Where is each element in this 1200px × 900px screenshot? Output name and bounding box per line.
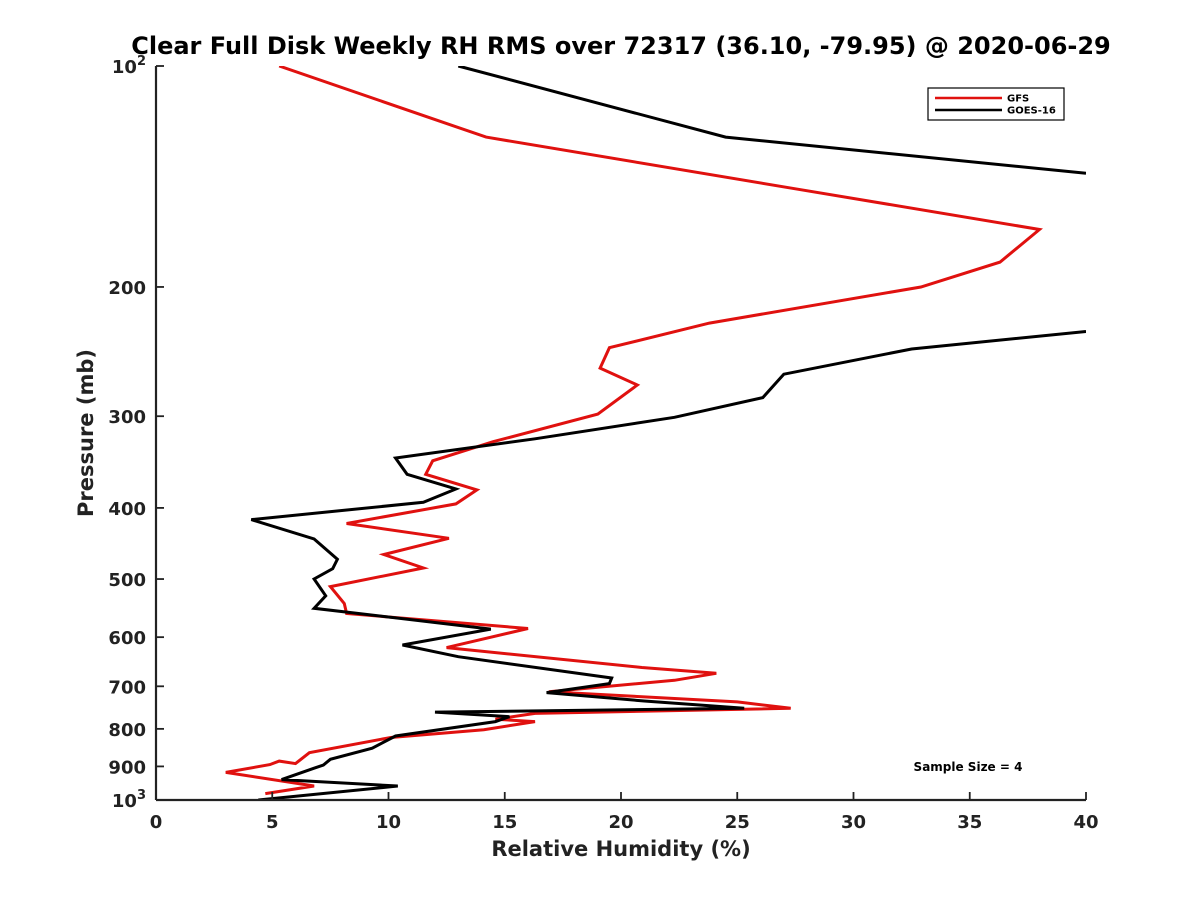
plot-area: 0 5 10 15 20 25 30 35 40 102 200 300 400 500 600 700 800…: [108, 54, 1098, 833]
chart-title: Clear Full Disk Weekly RH RMS over 72317…: [131, 32, 1111, 60]
y-tick-label: 102: [112, 54, 146, 78]
x-tick-label: 35: [957, 812, 982, 833]
y-tick-label: 800: [108, 720, 146, 741]
x-tick-label: 10: [376, 812, 401, 833]
x-tick-label: 25: [725, 812, 750, 833]
y-tick-label: 300: [108, 407, 146, 428]
x-tick-label: 0: [150, 812, 163, 833]
legend-label-gfs: GFS: [1007, 94, 1029, 105]
y-tick-label: 400: [108, 499, 146, 520]
x-tick-label: 20: [608, 812, 633, 833]
y-tick-label: 103: [112, 788, 146, 812]
x-tick-label: 15: [492, 812, 517, 833]
y-tick-label: 700: [108, 677, 146, 698]
legend-label-goes-16: GOES-16: [1007, 106, 1056, 117]
y-tick-label: 900: [108, 757, 146, 778]
y-tick-label: 500: [108, 570, 146, 591]
y-tick-label: 200: [108, 278, 146, 299]
x-tick-label: 30: [841, 812, 866, 833]
x-tick-label: 5: [266, 812, 279, 833]
series-layer: [225, 66, 1086, 800]
legend-box: [927, 87, 1065, 121]
sample-size-annotation: Sample Size = 4: [914, 760, 1023, 774]
axes-layer: 0 5 10 15 20 25 30 35 40 102 200 300 400 500 600 700 800…: [108, 54, 1098, 833]
series-line-goes-16: [250, 66, 1086, 800]
x-axis-label: Relative Humidity (%): [491, 837, 750, 861]
x-tick-label: 40: [1073, 812, 1098, 833]
y-axis-label: Pressure (mb): [74, 349, 98, 517]
series-line-gfs: [225, 66, 1043, 796]
y-tick-label: 600: [108, 628, 146, 649]
